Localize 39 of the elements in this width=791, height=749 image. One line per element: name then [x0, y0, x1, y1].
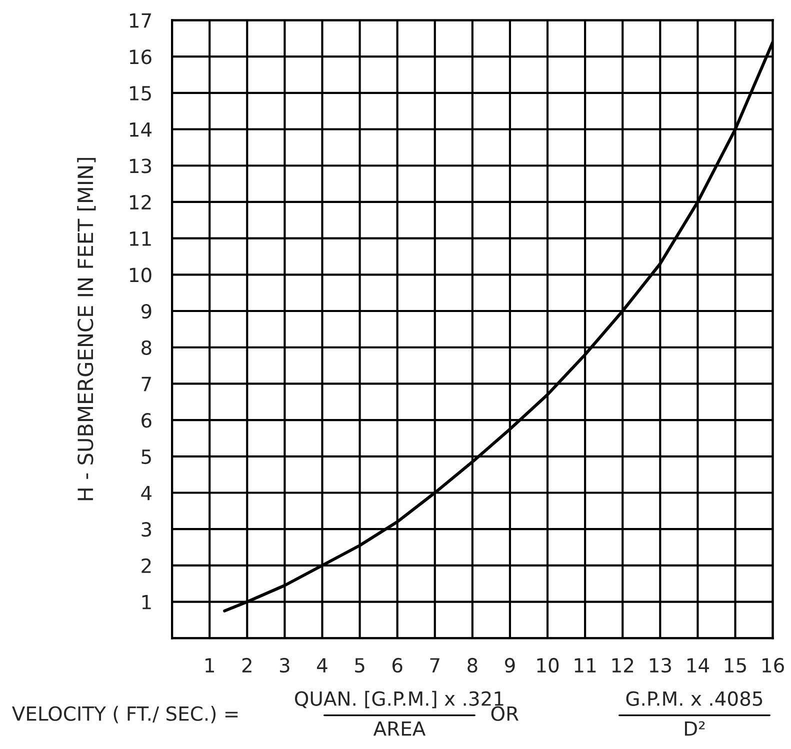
x-tick-label: 8: [468, 658, 478, 673]
x-tick-label: 5: [355, 658, 364, 673]
y-tick-label: 7: [142, 376, 151, 392]
y-tick-label: 15: [130, 86, 151, 101]
y-tick-label: 3: [142, 522, 152, 537]
x-tick-label: 6: [392, 658, 402, 673]
x-tick-label: 16: [762, 658, 784, 673]
x-tick-label: 14: [687, 658, 709, 672]
y-tick-label: 16: [130, 50, 152, 64]
x-tick-label: 7: [430, 658, 440, 672]
x-tick-label: 2: [242, 658, 252, 672]
x-axis-title: VELOCITY ( FT./ SEC.) =: [12, 706, 238, 724]
y-tick-label: 1: [142, 595, 151, 610]
text: G.P.M. x .4085: [626, 691, 762, 706]
x-tick-label: 10: [537, 658, 559, 673]
y-tick-label: 12: [130, 194, 151, 210]
y-tick-label: 9: [141, 304, 152, 319]
y-tick-label: 14: [130, 122, 152, 137]
x-tick-label: 12: [612, 658, 634, 672]
y-tick-label: 17: [130, 13, 151, 28]
y-axis-title: H - SUBMERGENCE IN FEET [MIN]: [77, 158, 96, 500]
text: OR: [491, 706, 519, 721]
y-tick-label: 5: [142, 450, 151, 464]
text: AREA: [373, 721, 426, 736]
y-tick-label: 8: [142, 340, 152, 356]
y-tick-label: 10: [130, 268, 152, 282]
y-tick-label: 2: [142, 558, 151, 573]
x-tick-label: 3: [280, 658, 290, 673]
y-tick-label: 11: [130, 232, 151, 246]
x-tick-label: 13: [650, 658, 671, 673]
y-tick-label: 6: [142, 413, 152, 428]
y-tick-label: 4: [141, 486, 152, 500]
y-tick-label: 13: [130, 158, 152, 174]
x-tick-label: 15: [725, 658, 746, 673]
x-tick-label: 11: [574, 658, 596, 672]
text: D²: [685, 721, 705, 736]
x-tick-label: 1: [206, 658, 214, 672]
x-tick-label: 4: [317, 658, 328, 672]
x-tick-label: 9: [505, 658, 515, 673]
